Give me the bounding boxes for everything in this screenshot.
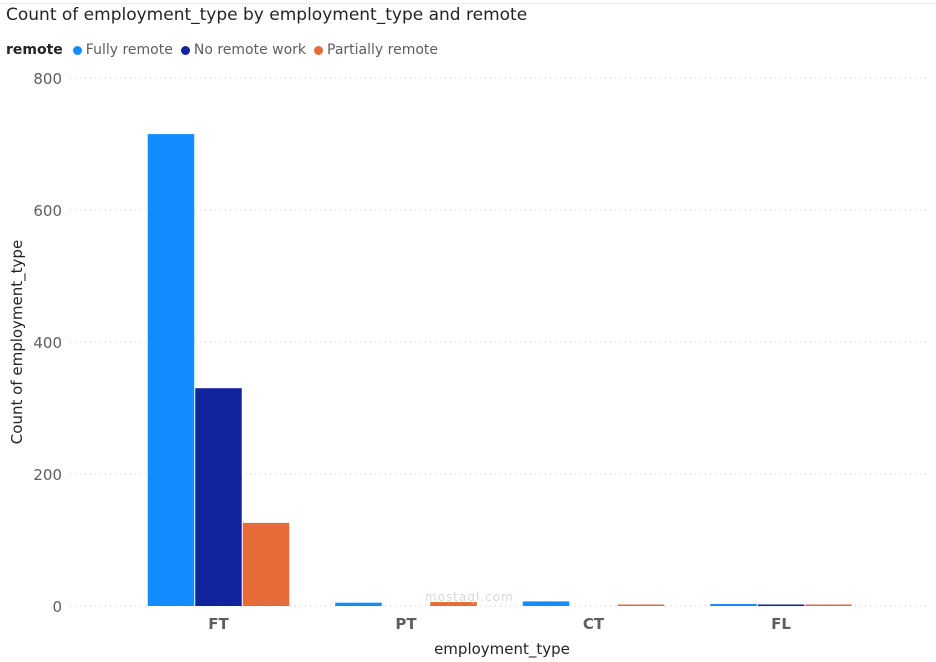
chart-title: Count of employment_type by employment_t… (6, 5, 528, 25)
x-axis-title: employment_type (434, 640, 570, 659)
x-tick-label: CT (583, 615, 605, 633)
watermark-text: mostaql.com (425, 590, 514, 604)
bar-pt-fully-remote (335, 602, 382, 606)
bar-ct-partially-remote (617, 604, 665, 606)
y-tick-label: 200 (33, 466, 62, 484)
y-tick-label: 800 (33, 70, 62, 88)
bar-pt-partially-remote (430, 602, 477, 606)
x-tick-label: PT (395, 615, 417, 633)
legend-title: remote (6, 42, 63, 58)
legend-label-fully-remote: Fully remote (85, 42, 173, 58)
visual-border (0, 3, 936, 4)
y-tick-label: 600 (33, 202, 62, 220)
y-tick-label: 0 (52, 598, 62, 616)
y-tick-label: 400 (33, 334, 62, 352)
legend: remote Fully remote No remote work Parti… (6, 40, 446, 60)
bar-ft-no-remote-work (195, 388, 242, 606)
bar-fl-no-remote-work (757, 604, 805, 606)
legend-label-no-remote-work: No remote work (193, 42, 307, 58)
x-tick-label: FT (208, 615, 229, 633)
bar-ft-fully-remote (147, 134, 195, 606)
bar-fl-fully-remote (710, 604, 757, 606)
y-axis-title: Count of employment_type (8, 240, 27, 444)
legend-item-fully-remote[interactable]: Fully remote (72, 42, 173, 58)
legend-dot-no-remote-work (180, 45, 190, 55)
x-tick-label: FL (771, 615, 791, 633)
bar-ct-fully-remote (522, 601, 570, 606)
legend-dot-fully-remote (72, 45, 82, 55)
legend-item-partially-remote[interactable]: Partially remote (314, 42, 438, 58)
legend-item-no-remote-work[interactable]: No remote work (180, 42, 307, 58)
legend-label-partially-remote: Partially remote (327, 42, 439, 58)
bar-fl-partially-remote (805, 604, 852, 606)
bar-ft-partially-remote (242, 522, 290, 606)
legend-dot-partially-remote (314, 45, 324, 55)
